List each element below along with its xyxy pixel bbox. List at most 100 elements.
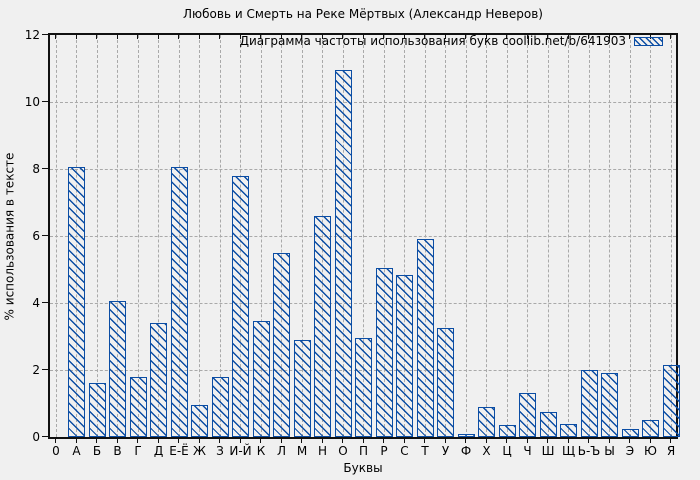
x-tick-label: А: [72, 444, 81, 458]
bar-Г: [129, 376, 147, 437]
y-tick-label: 2: [32, 363, 40, 377]
x-tick-bottom: [198, 437, 200, 443]
y-tick-label: 6: [32, 229, 40, 243]
x-tick-label: Х: [482, 444, 491, 458]
x-tick-label: У: [441, 444, 450, 458]
x-tick-bottom: [588, 437, 590, 443]
x-tick-bottom: [157, 437, 159, 443]
x-tick-bottom: [567, 437, 569, 443]
v-gridline: [650, 35, 651, 437]
y-tick-label: 4: [32, 296, 40, 310]
bar-Ы: [601, 373, 618, 437]
x-tick-label: Т: [421, 444, 429, 458]
x-tick-label: 0: [52, 444, 60, 458]
x-tick-bottom: [403, 437, 405, 443]
x-tick-top: [219, 35, 221, 39]
x-tick-top: [137, 35, 139, 39]
y-tick: [42, 302, 48, 304]
y-tick: [42, 168, 48, 170]
x-tick-bottom: [649, 437, 651, 443]
x-tick-bottom: [608, 437, 610, 443]
y-tick-label: 10: [24, 95, 40, 109]
x-tick-label: Д: [153, 444, 164, 458]
bar-А: [68, 167, 85, 437]
x-tick-bottom: [178, 437, 180, 443]
x-tick-label: В: [113, 444, 122, 458]
x-tick-top: [670, 35, 672, 39]
bar-Х: [478, 406, 495, 437]
x-tick-label: Л: [276, 444, 287, 458]
plot-area: [48, 33, 680, 443]
x-tick-label: Ь-Ъ: [577, 444, 601, 458]
x-tick-label: Ы: [604, 444, 615, 458]
y-tick-label: 0: [32, 430, 40, 444]
legend-key-swatch: [634, 36, 663, 46]
v-gridline: [117, 35, 118, 437]
x-tick-top: [424, 35, 426, 39]
x-tick-bottom: [424, 437, 426, 443]
x-tick-label: М: [296, 444, 308, 458]
v-gridline: [609, 35, 610, 437]
v-gridline: [506, 35, 508, 437]
v-gridline: [568, 35, 569, 437]
y-tick: [42, 34, 48, 36]
legend: Диаграмма частоты использования букв coo…: [240, 34, 663, 48]
v-gridline: [670, 35, 672, 437]
x-tick-top: [485, 35, 487, 39]
v-gridline: [588, 35, 590, 437]
bar-Р: [375, 267, 393, 437]
v-gridline: [383, 35, 385, 437]
y-tick-label: 12: [24, 28, 40, 42]
x-tick-top: [342, 35, 344, 39]
x-tick-top: [96, 35, 98, 39]
bar-К: [252, 321, 270, 437]
x-tick-label: Э: [625, 444, 635, 458]
x-tick-top: [55, 35, 57, 39]
v-gridline: [137, 35, 139, 437]
x-tick-top: [608, 35, 610, 39]
v-gridline: [260, 35, 262, 437]
bar-Н: [314, 215, 331, 437]
bar-У: [437, 328, 454, 437]
bar-Ь-Ъ: [580, 370, 598, 437]
bar-Е-Ё: [170, 167, 188, 437]
bar-С: [396, 274, 413, 437]
x-tick-label: Ч: [523, 444, 532, 458]
v-gridline: [158, 35, 159, 437]
bar-Ф: [457, 433, 475, 437]
x-tick-label: Ю: [644, 444, 657, 458]
x-tick-label: З: [216, 444, 224, 458]
bar-В: [109, 301, 126, 437]
x-tick-top: [321, 35, 323, 39]
x-tick-bottom: [506, 437, 508, 443]
y-tick: [42, 436, 48, 438]
chart-title: Любовь и Смерть на Реке Мёртвых (Алексан…: [183, 7, 543, 21]
bar-Щ: [560, 423, 577, 437]
x-tick-label: Ц: [502, 444, 512, 458]
x-tick-bottom: [465, 437, 467, 443]
x-tick-bottom: [383, 437, 385, 443]
v-gridline: [55, 35, 57, 437]
x-tick-bottom: [485, 437, 487, 443]
bar-И-Й: [232, 175, 249, 437]
bar-З: [211, 376, 229, 437]
bar-О: [334, 70, 352, 437]
x-tick-top: [198, 35, 200, 39]
x-tick-label: Я: [666, 444, 676, 458]
x-tick-bottom: [75, 437, 77, 443]
x-tick-bottom: [137, 437, 139, 443]
bar-Э: [621, 428, 639, 437]
v-gridline: [199, 35, 200, 437]
bar-П: [355, 338, 372, 437]
v-gridline: [629, 35, 631, 437]
x-tick-top: [362, 35, 364, 39]
v-gridline: [547, 35, 549, 437]
x-tick-label: Ж: [193, 444, 206, 458]
x-axis-label: Буквы: [343, 461, 383, 475]
x-tick-top: [301, 35, 303, 39]
x-tick-label: О: [338, 444, 348, 458]
bar-Я: [662, 364, 680, 437]
x-tick-label: С: [400, 444, 409, 458]
bar-Ю: [642, 420, 659, 437]
